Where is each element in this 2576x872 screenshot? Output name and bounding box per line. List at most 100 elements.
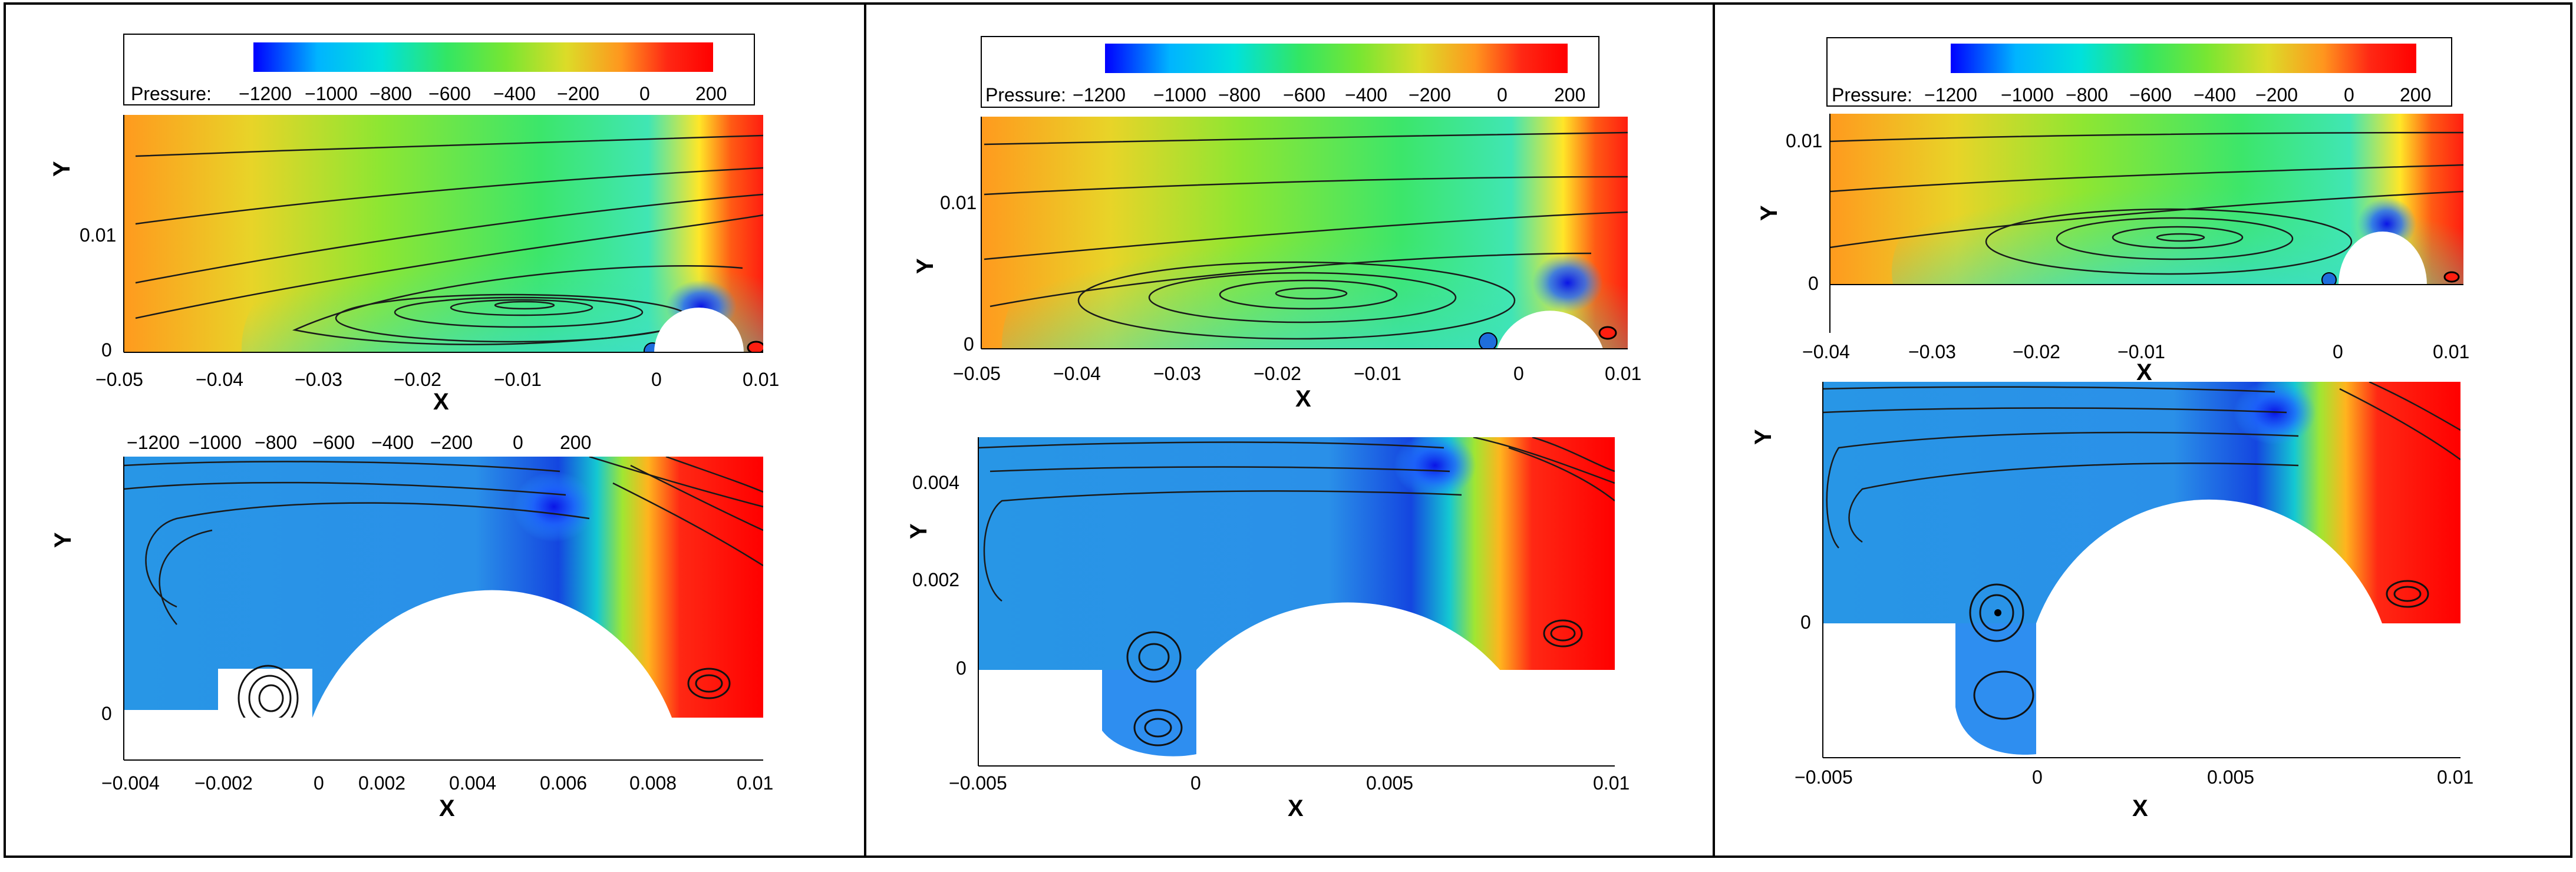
x-tick: −0.03 — [1153, 363, 1201, 384]
colorbar-tick: −800 — [1218, 84, 1261, 105]
x-axis-title: X — [439, 795, 455, 821]
x-tick: −0.03 — [1908, 341, 1956, 362]
y-tick: 0.01 — [80, 224, 116, 246]
y-tick: 0 — [964, 333, 974, 355]
colorbar-label: Pressure: — [1832, 84, 1912, 105]
x-tick: 0.006 — [540, 772, 587, 794]
colorbar-tick: 200 — [1554, 84, 1585, 105]
x-tick: −0.004 — [101, 772, 160, 794]
colorbar-tick: 0 — [513, 432, 523, 453]
axes — [1822, 382, 2460, 758]
colorbar-tick: 200 — [560, 432, 591, 453]
x-tick: 0 — [1190, 772, 1201, 794]
y-axis-title: Y — [50, 532, 76, 548]
x-tick: 0 — [651, 369, 662, 390]
axes — [981, 117, 1628, 349]
x-tick: 0.005 — [2207, 767, 2254, 788]
x-tick: −0.05 — [953, 363, 1001, 384]
colorbar-tick: 200 — [695, 83, 727, 104]
x-axis-title: X — [433, 389, 449, 415]
panel-frames — [4, 2, 2572, 858]
colorbar-tick: −200 — [430, 432, 473, 453]
colorbar-tick: −1000 — [2001, 84, 2054, 105]
y-tick: 0.004 — [912, 472, 959, 493]
y-axis-title: Y — [1750, 429, 1776, 445]
y-axis-title: Y — [906, 523, 932, 539]
y-tick: 0 — [101, 339, 112, 361]
colorbar-tick: −600 — [1283, 84, 1325, 105]
x-tick: −0.005 — [1795, 767, 1853, 788]
y-axis-title: Y — [49, 161, 75, 177]
plot-right-top: Y 0.01 0 −0.04 −0.03 −0.02 −0.01 0 0.01 … — [1756, 114, 2469, 385]
colorbar-tick: −1200 — [239, 83, 292, 104]
colorbar-tick: −600 — [2129, 84, 2172, 105]
x-tick: 0.01 — [2433, 341, 2469, 362]
x-axis-title: X — [1288, 795, 1304, 821]
colorbar-tick: −600 — [312, 432, 355, 453]
axes — [1829, 114, 2463, 333]
x-tick: 0.005 — [1366, 772, 1413, 794]
x-tick: −0.01 — [2117, 341, 2165, 362]
axes — [123, 457, 763, 761]
x-tick: −0.05 — [95, 369, 143, 390]
colorbar-tick: −1200 — [127, 432, 180, 453]
plot-left-bottom: Y 0 −0.004 −0.002 0 0.002 0.004 0.006 0.… — [50, 457, 773, 821]
x-tick: −0.02 — [2013, 341, 2060, 362]
x-tick: −0.04 — [1802, 341, 1850, 362]
x-axis-title: X — [2132, 795, 2148, 821]
y-tick: 0 — [1808, 273, 1819, 294]
y-tick: 0 — [1800, 612, 1811, 633]
colorbar-tick: −1000 — [1153, 84, 1206, 105]
y-axis-title: Y — [912, 258, 938, 274]
x-axis-title: X — [2136, 359, 2152, 385]
y-axis-title: Y — [1756, 205, 1782, 221]
colorbar-tick: −1000 — [305, 83, 358, 104]
axes — [978, 437, 1615, 767]
x-tick: 0 — [2333, 341, 2343, 362]
x-tick: −0.01 — [1354, 363, 1401, 384]
x-tick: −0.02 — [394, 369, 441, 390]
colorbar-tick: −800 — [255, 432, 297, 453]
colorbar-tick: −1000 — [189, 432, 242, 453]
colorbar-left: Pressure: −1200 −1000 −800 −600 −400 −20… — [123, 34, 755, 105]
x-tick: 0 — [2032, 767, 2043, 788]
x-tick: 0.004 — [449, 772, 496, 794]
colorbar-tick: −400 — [371, 432, 414, 453]
x-tick: −0.002 — [194, 772, 253, 794]
x-tick: 0 — [314, 772, 324, 794]
colorbar-tick: 200 — [2400, 84, 2431, 105]
x-tick: −0.02 — [1254, 363, 1301, 384]
x-tick: 0.01 — [2437, 767, 2473, 788]
colorbar-tick: 0 — [1497, 84, 1508, 105]
x-tick: 0.01 — [737, 772, 773, 794]
colorbar-label: Pressure: — [131, 83, 212, 104]
y-tick: 0 — [101, 703, 112, 724]
colorbar-tick: −600 — [428, 83, 471, 104]
y-tick: 0 — [956, 658, 967, 679]
colorbar-tick: 0 — [639, 83, 650, 104]
y-tick: 0.01 — [1786, 130, 1822, 151]
x-tick: −0.005 — [949, 772, 1007, 794]
x-tick: −0.04 — [1053, 363, 1101, 384]
y-tick: 0.01 — [940, 192, 977, 213]
colorbar-tick: −1200 — [1073, 84, 1126, 105]
colorbar-ticks-bottom-left: −1200 −1000 −800 −600 −400 −200 0 200 — [127, 432, 591, 453]
colorbar-tick: −1200 — [1924, 84, 1977, 105]
x-axis-title: X — [1295, 386, 1311, 412]
plot-left-top: Y 0.01 0 −0.05 −0.04 −0.03 −0.02 −0.01 0… — [49, 115, 779, 415]
colorbar-label: Pressure: — [985, 84, 1066, 105]
plot-middle-bottom: Y 0.004 0.002 0 −0.005 0 0.005 0.01 X — [906, 437, 1630, 821]
colorbar-middle: Pressure: −1200 −1000 −800 −600 −400 −20… — [981, 36, 1599, 108]
colorbar-tick: −800 — [370, 83, 412, 104]
x-tick: 0.002 — [358, 772, 405, 794]
colorbar-tick: 0 — [2344, 84, 2354, 105]
x-tick: 0.008 — [629, 772, 677, 794]
colorbar-tick: −400 — [493, 83, 536, 104]
axes — [123, 115, 763, 353]
colorbar-right: Pressure: −1200 −1000 −800 −600 −400 −20… — [1826, 37, 2452, 107]
x-tick: −0.04 — [196, 369, 243, 390]
colorbar-tick: −400 — [1345, 84, 1387, 105]
colorbar-tick: −200 — [2255, 84, 2298, 105]
plot-right-bottom: Y 0 −0.005 0 0.005 0.01 X — [1750, 382, 2473, 821]
